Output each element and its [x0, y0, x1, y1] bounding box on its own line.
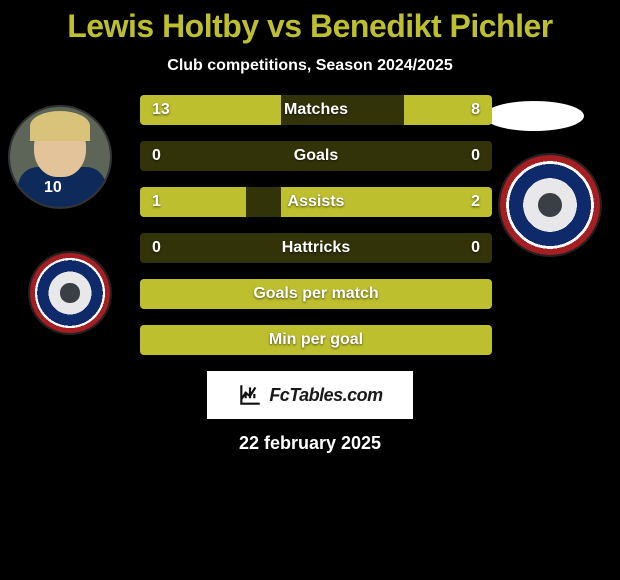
stat-label: Assists — [140, 187, 492, 217]
stat-label: Min per goal — [140, 325, 492, 355]
club-logo-right — [500, 155, 600, 255]
hair — [30, 111, 90, 141]
brand-chart-icon — [237, 382, 263, 408]
stat-row: 12Assists — [140, 187, 492, 217]
date-text: 22 february 2025 — [0, 433, 620, 454]
stat-label: Goals — [140, 141, 492, 171]
subtitle: Club competitions, Season 2024/2025 — [0, 57, 620, 75]
page-title: Lewis Holtby vs Benedikt Pichler — [0, 8, 620, 45]
stat-label: Matches — [140, 95, 492, 125]
brand-badge: FcTables.com — [207, 371, 413, 419]
stat-label: Hattricks — [140, 233, 492, 263]
jersey-number: 10 — [44, 179, 62, 197]
comparison-card: Lewis Holtby vs Benedikt Pichler Club co… — [0, 0, 620, 580]
brand-text: FcTables.com — [269, 385, 382, 406]
content-area: 10 138Matches 00Goals 12Assists 00Hattricks… — [0, 95, 620, 355]
stat-label: Goals per match — [140, 279, 492, 309]
stat-row: 138Matches — [140, 95, 492, 125]
stat-row-wide: Goals per match — [140, 279, 492, 309]
player-left-avatar: 10 — [8, 105, 112, 209]
stat-bars: 138Matches 00Goals 12Assists 00Hattricks Goa… — [140, 95, 492, 355]
stat-row-wide: Min per goal — [140, 325, 492, 355]
player-right-avatar-placeholder — [484, 101, 584, 131]
stat-row: 00Goals — [140, 141, 492, 171]
club-logo-left — [30, 253, 110, 333]
stat-row: 00Hattricks — [140, 233, 492, 263]
